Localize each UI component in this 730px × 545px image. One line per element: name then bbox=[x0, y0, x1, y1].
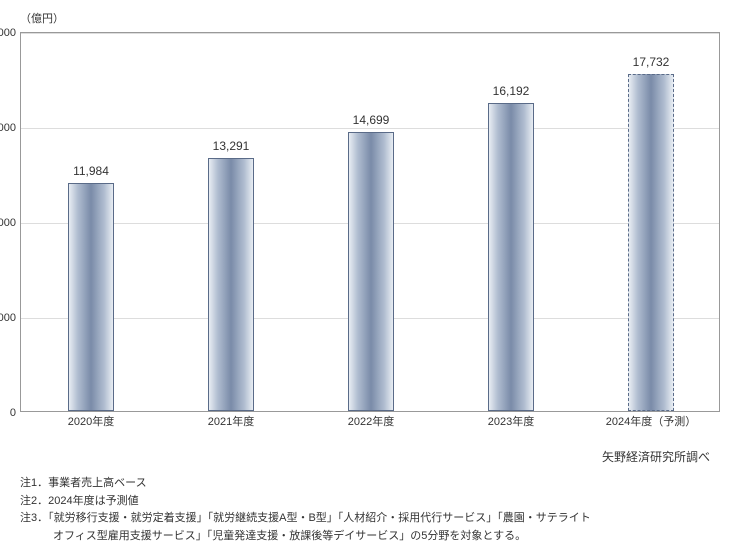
x-tick-label: 2020年度 bbox=[68, 413, 114, 429]
footnotes: 注1．事業者売上高ベース 注2．2024年度は予測値 注3．「就労移行支援・就労… bbox=[20, 475, 591, 545]
y-tick-label: 10,000 bbox=[0, 217, 16, 229]
bar: 13,291 bbox=[208, 158, 254, 411]
note-1: 注1．事業者売上高ベース bbox=[20, 475, 591, 492]
bar-value-label: 11,984 bbox=[73, 164, 109, 178]
source-credit: 矢野経済研究所調べ bbox=[602, 448, 710, 465]
y-tick-label: 0 bbox=[0, 407, 16, 419]
bar: 14,699 bbox=[348, 132, 394, 411]
note-3b: オフィス型雇用支援サービス」「児童発達支援・放課後等デイサービス」の5分野を対象… bbox=[20, 528, 591, 545]
bar-chart: （億円） 05,00010,00015,00020,00011,9842020年… bbox=[20, 10, 720, 440]
gridline bbox=[21, 128, 719, 129]
plot-area: 05,00010,00015,00020,00011,9842020年度13,2… bbox=[20, 32, 720, 412]
x-tick-label: 2024年度（予測） bbox=[606, 413, 696, 429]
x-tick-label: 2023年度 bbox=[488, 413, 534, 429]
y-tick-label: 15,000 bbox=[0, 122, 16, 134]
y-axis-unit: （億円） bbox=[20, 10, 720, 26]
bar: 16,192 bbox=[488, 103, 534, 411]
bar: 17,732 bbox=[628, 74, 674, 411]
note-2: 注2．2024年度は予測値 bbox=[20, 493, 591, 510]
bar: 11,984 bbox=[68, 183, 114, 411]
x-tick-label: 2021年度 bbox=[208, 413, 254, 429]
y-tick-label: 20,000 bbox=[0, 27, 16, 39]
bar-value-label: 13,291 bbox=[213, 139, 250, 153]
gridline bbox=[21, 33, 719, 34]
y-tick-label: 5,000 bbox=[0, 312, 16, 324]
bar-value-label: 16,192 bbox=[493, 84, 530, 98]
note-3a: 注3．「就労移行支援・就労定着支援」「就労継続支援A型・B型」「人材紹介・採用代… bbox=[20, 510, 591, 527]
bar-value-label: 14,699 bbox=[353, 113, 390, 127]
bar-value-label: 17,732 bbox=[633, 55, 670, 69]
x-tick-label: 2022年度 bbox=[348, 413, 394, 429]
